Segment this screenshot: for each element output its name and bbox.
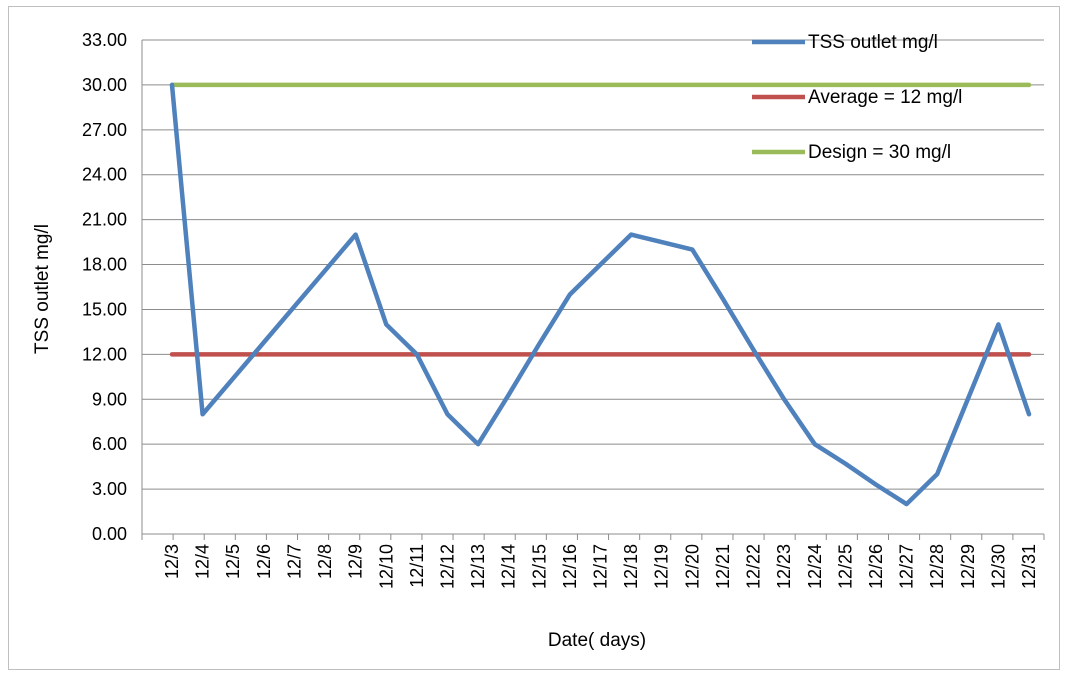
- series-lines: [169, 82, 1032, 507]
- legend-label: Design = 30 mg/l: [808, 142, 951, 163]
- y-tick-label: 18.00: [82, 255, 127, 275]
- x-tick-label: 12/9: [346, 544, 366, 579]
- x-tick-label: 12/20: [682, 544, 702, 589]
- x-tick-label: 12/27: [897, 544, 917, 589]
- x-tick-label: 12/31: [1019, 544, 1039, 589]
- x-tick-label: 12/18: [621, 544, 641, 589]
- x-tick-label: 12/10: [376, 544, 396, 589]
- x-tick-label: 12/16: [560, 544, 580, 589]
- x-tick-label: 12/6: [254, 544, 274, 579]
- x-tick-label: 12/28: [927, 544, 947, 589]
- x-tick-label: 12/23: [774, 544, 794, 589]
- gridlines: [141, 39, 1045, 540]
- x-tick-label: 12/5: [223, 544, 243, 579]
- y-tick-label: 21.00: [82, 210, 127, 230]
- chart-frame: [8, 6, 1060, 670]
- legend-label: Average = 12 mg/l: [808, 87, 962, 108]
- y-tick-label: 0.00: [92, 524, 127, 544]
- x-tick-label: 12/13: [468, 544, 488, 589]
- y-tick-label: 24.00: [82, 165, 127, 185]
- x-tick-label: 12/21: [713, 544, 733, 589]
- legend: TSS outlet mg/l Average = 12 mg/l Design =…: [752, 32, 962, 163]
- y-tick-labels: 0.00 3.00 6.00 9.00 12.00 15.00 18.00 21.00 24.0…: [82, 30, 127, 544]
- x-tick-label: 12/26: [866, 544, 886, 589]
- x-axis-title: Date( days): [548, 630, 646, 651]
- y-tick-label: 12.00: [82, 344, 127, 364]
- x-tick-label: 12/19: [652, 544, 672, 589]
- y-tick-label: 27.00: [82, 120, 127, 140]
- x-tick-label: 12/7: [284, 544, 304, 579]
- x-tick-label: 12/29: [958, 544, 978, 589]
- x-tick-label: 12/24: [805, 544, 825, 589]
- x-tick-label: 12/8: [315, 544, 335, 579]
- x-tick-label: 12/15: [529, 544, 549, 589]
- series-line-0: [169, 82, 1032, 507]
- y-tick-label: 6.00: [92, 434, 127, 454]
- x-tick-label: 12/30: [988, 544, 1008, 589]
- y-tick-label: 15.00: [82, 299, 127, 319]
- y-tick-label: 30.00: [82, 75, 127, 95]
- x-tick-label: 12/17: [591, 544, 611, 589]
- x-tick-labels: 12/3 12/4 12/5 12/6 12/7 12/8 12/9 12/10 12/11 12…: [162, 544, 1039, 589]
- y-tick-label: 33.00: [82, 30, 127, 50]
- legend-label: TSS outlet mg/l: [808, 32, 938, 53]
- x-tick-label: 12/14: [499, 544, 519, 589]
- y-tick-label: 3.00: [92, 479, 127, 499]
- x-tick-label: 12/22: [744, 544, 764, 589]
- x-tick-label: 12/25: [835, 544, 855, 589]
- x-tick-label: 12/12: [437, 544, 457, 589]
- x-tick-label: 12/11: [407, 544, 427, 588]
- x-tick-label: 12/4: [193, 544, 213, 579]
- x-tick-label: 12/3: [162, 544, 182, 579]
- y-tick-label: 9.00: [92, 389, 127, 409]
- y-axis-title: TSS outlet mg/l: [32, 224, 53, 354]
